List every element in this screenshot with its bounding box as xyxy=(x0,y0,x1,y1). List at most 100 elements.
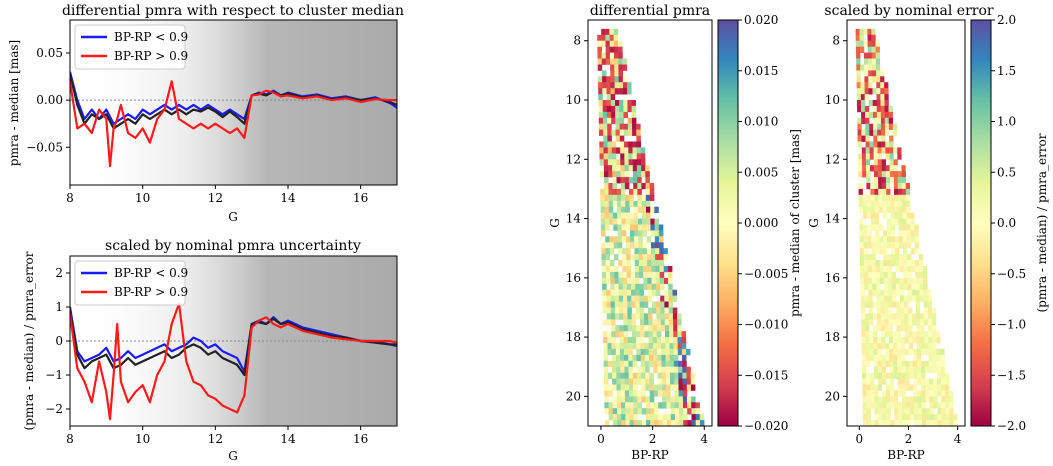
heatmap-cell xyxy=(638,242,643,249)
heatmap-cell xyxy=(643,283,648,291)
heatmap-cell xyxy=(632,360,638,368)
heatmap-cell xyxy=(652,301,657,308)
heatmap-cell xyxy=(859,230,864,237)
heatmap-cell xyxy=(627,100,632,107)
heatmap-cell xyxy=(912,337,917,344)
heatmap-cell xyxy=(603,343,608,350)
heatmap-cell xyxy=(650,414,655,421)
heatmap-cell xyxy=(894,200,899,208)
heatmap-cell xyxy=(920,319,925,326)
heatmap-cell xyxy=(600,212,606,219)
heatmap-cell xyxy=(863,236,868,243)
heatmap-cell xyxy=(616,188,622,196)
colorbar xyxy=(717,19,739,427)
heatmap-cell xyxy=(616,396,622,403)
heatmap-cell xyxy=(870,396,875,403)
x-tick-label: 4 xyxy=(700,432,708,446)
heatmap-cell xyxy=(920,343,925,350)
heatmap-cell xyxy=(916,360,922,368)
heatmap-cell xyxy=(872,289,877,296)
heatmap-cell xyxy=(892,289,897,296)
heatmap-cell xyxy=(877,135,882,142)
heatmap-cell xyxy=(648,307,653,314)
heatmap-cell xyxy=(622,248,627,255)
heatmap-cell xyxy=(913,390,918,397)
heatmap-cell xyxy=(640,343,645,350)
heatmap-cell xyxy=(869,354,874,362)
heatmap-cell xyxy=(637,420,643,427)
heatmap-cell xyxy=(862,159,867,166)
heatmap-cell xyxy=(906,408,911,415)
y-tick-label: −0.05 xyxy=(26,140,63,154)
heatmap-cell xyxy=(674,414,680,421)
heatmap-cell xyxy=(883,260,888,267)
heatmap-cell xyxy=(949,402,954,409)
heatmap-cell xyxy=(615,354,621,362)
heatmap-cell xyxy=(603,129,608,136)
heatmap-cell xyxy=(882,390,887,397)
heatmap-cell xyxy=(908,343,913,350)
heatmap-cell xyxy=(861,105,866,113)
heatmap-cell xyxy=(872,313,878,320)
colorbar-tick-label: −0.010 xyxy=(744,318,788,332)
heatmap-cell xyxy=(677,343,683,350)
heatmap-cell xyxy=(872,283,877,291)
heatmap-cell xyxy=(868,64,873,71)
heatmap-cell xyxy=(636,153,642,160)
heatmap-cell xyxy=(874,420,880,427)
heatmap-cell xyxy=(611,325,616,332)
heatmap-cell xyxy=(645,171,650,178)
heatmap-cell xyxy=(618,76,624,83)
heatmap-cell xyxy=(612,165,617,172)
heatmap-cell xyxy=(598,94,603,101)
heatmap-cell xyxy=(670,378,675,385)
heatmap-cell xyxy=(882,396,887,403)
heatmap-cell xyxy=(902,218,907,225)
heatmap-cell xyxy=(871,218,876,225)
heatmap-cell xyxy=(886,200,891,208)
heatmap-cell xyxy=(865,343,870,350)
heatmap-cell xyxy=(674,390,679,397)
chart-title: scaled by nominal pmra uncertainty xyxy=(105,238,361,254)
colorbar-tick-label: 0.015 xyxy=(744,64,778,78)
heatmap-cell xyxy=(873,325,878,332)
heatmap-cell xyxy=(863,420,868,427)
heatmap-cell xyxy=(898,420,903,427)
heatmap-cell xyxy=(647,260,652,267)
heatmap-cell xyxy=(880,82,885,89)
heatmap-cell xyxy=(632,372,638,379)
heatmap-cell xyxy=(908,313,913,320)
heatmap-cell xyxy=(888,301,893,308)
heatmap-cell xyxy=(673,360,679,368)
heatmap-cell xyxy=(616,159,621,166)
heatmap-cell xyxy=(872,277,877,285)
heatmap-cell xyxy=(877,147,882,154)
heatmap-cell xyxy=(662,390,667,397)
heatmap-cell xyxy=(868,283,873,291)
heatmap-cell xyxy=(914,248,920,255)
heatmap-cell xyxy=(916,331,921,338)
heatmap-cell xyxy=(660,283,665,291)
y-axis-label: pmra - median [mas] xyxy=(7,40,21,166)
heatmap-cell xyxy=(613,40,619,47)
heatmap-cell xyxy=(897,147,902,154)
heatmap-cell xyxy=(902,230,907,237)
heatmap-cell xyxy=(907,289,912,296)
heatmap-cell xyxy=(863,248,868,255)
heatmap-cell xyxy=(906,224,911,231)
heatmap-cell xyxy=(628,153,633,160)
heatmap-cell xyxy=(864,277,869,285)
heatmap-cell xyxy=(858,200,864,208)
heatmap-cell xyxy=(861,153,867,160)
heatmap-cell xyxy=(674,402,680,409)
heatmap-cell xyxy=(884,88,889,95)
heatmap-cell xyxy=(623,123,629,130)
heatmap-cell xyxy=(895,242,900,249)
heatmap-cell xyxy=(682,390,688,397)
heatmap-cell xyxy=(890,206,895,213)
heatmap-cell xyxy=(641,183,646,190)
heatmap-cell xyxy=(633,408,638,415)
heatmap-cell xyxy=(901,396,907,403)
heatmap-cell xyxy=(611,141,617,148)
